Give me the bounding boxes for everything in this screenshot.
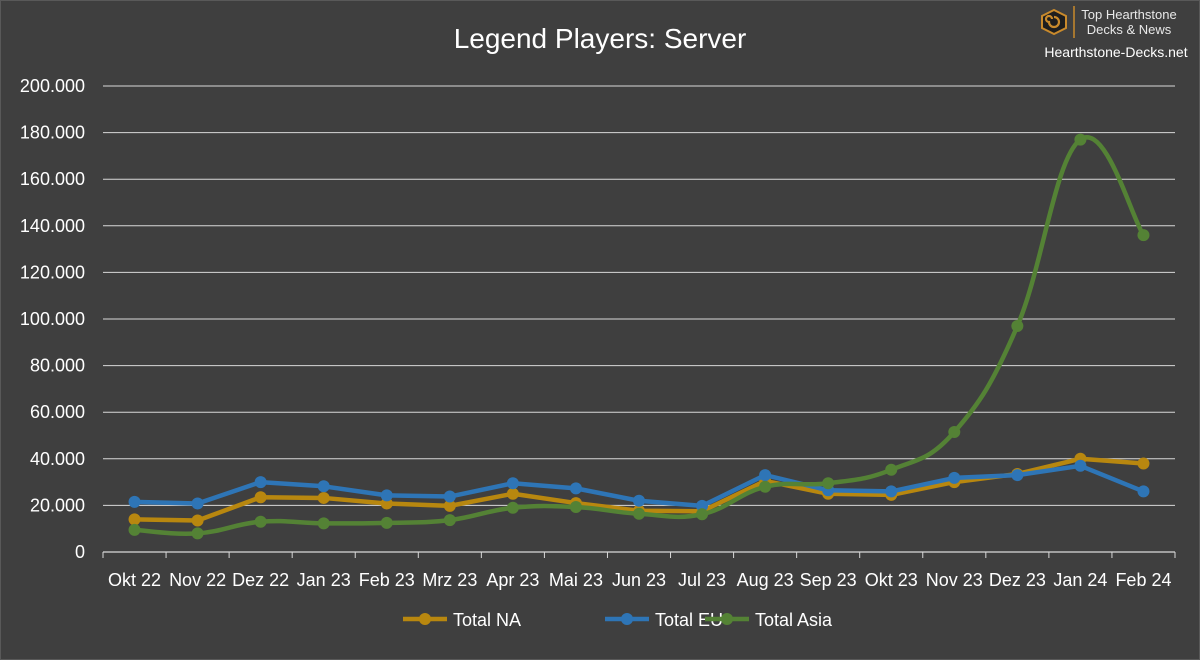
y-tick-label: 200.000 bbox=[20, 76, 85, 96]
hearthstone-logo-icon bbox=[1041, 8, 1067, 36]
y-tick-label: 160.000 bbox=[20, 169, 85, 189]
x-tick-label: Nov 23 bbox=[926, 570, 983, 590]
y-tick-label: 80.000 bbox=[30, 356, 85, 376]
legend-item-total-eu: Total EU bbox=[605, 610, 723, 630]
data-point-total-eu bbox=[948, 471, 961, 484]
y-tick-label: 0 bbox=[75, 542, 85, 562]
data-point-total-eu bbox=[506, 477, 519, 490]
data-point-total-asia bbox=[128, 523, 141, 536]
data-point-total-eu bbox=[633, 494, 645, 507]
data-point-total-asia bbox=[443, 514, 456, 527]
data-point-total-eu bbox=[254, 476, 267, 489]
series-total-asia bbox=[128, 133, 1150, 540]
y-tick-label: 120.000 bbox=[20, 262, 85, 282]
data-point-total-eu bbox=[1011, 469, 1024, 482]
data-point-total-na bbox=[128, 513, 141, 526]
legend-marker-total-eu bbox=[621, 613, 633, 625]
x-axis bbox=[102, 551, 1176, 558]
x-axis-tick-labels: Okt 22 Nov 22 Dez 22 Jan 23 Feb 23 Mrz 23 Apr … bbox=[108, 570, 1171, 590]
x-tick-label: Jul 23 bbox=[678, 570, 726, 590]
x-tick-label: Nov 22 bbox=[169, 570, 226, 590]
data-point-total-asia bbox=[191, 527, 204, 540]
data-point-total-eu bbox=[1137, 485, 1150, 498]
data-point-total-na bbox=[254, 491, 267, 504]
data-point-total-eu bbox=[696, 499, 709, 512]
data-point-total-asia bbox=[1011, 319, 1024, 332]
y-tick-label: 20.000 bbox=[30, 495, 85, 515]
y-tick-label: 180.000 bbox=[20, 123, 85, 143]
legend-item-total-na: Total NA bbox=[403, 610, 521, 630]
data-point-total-asia bbox=[380, 516, 393, 529]
data-point-total-asia bbox=[822, 477, 835, 490]
legend: Total NA Total EU Total Asia bbox=[403, 610, 833, 630]
x-tick-label: Jan 23 bbox=[297, 570, 351, 590]
y-tick-label: 100.000 bbox=[20, 309, 85, 329]
data-point-total-asia bbox=[1137, 229, 1150, 242]
data-point-total-asia bbox=[317, 517, 330, 530]
x-tick-label: Apr 23 bbox=[486, 570, 539, 590]
data-point-total-eu bbox=[885, 485, 898, 498]
data-point-total-na bbox=[1137, 457, 1150, 470]
y-tick-label: 60.000 bbox=[30, 402, 85, 422]
data-point-total-eu bbox=[128, 495, 141, 508]
data-point-total-na bbox=[317, 491, 330, 504]
series-total-eu bbox=[128, 459, 1150, 512]
chart-title: Legend Players: Server bbox=[454, 23, 747, 54]
x-tick-label: Feb 24 bbox=[1115, 570, 1171, 590]
legend-label-total-asia: Total Asia bbox=[755, 610, 833, 630]
x-tick-label: Dez 22 bbox=[232, 570, 289, 590]
data-point-total-asia bbox=[254, 515, 267, 528]
x-tick-label: Dez 23 bbox=[989, 570, 1046, 590]
x-tick-label: Jun 23 bbox=[612, 570, 666, 590]
data-point-total-asia bbox=[696, 508, 709, 521]
data-point-total-eu bbox=[317, 480, 330, 493]
data-point-total-eu bbox=[569, 482, 582, 495]
legend-marker-total-asia bbox=[721, 613, 733, 625]
x-tick-label: Jan 24 bbox=[1053, 570, 1107, 590]
data-point-total-asia bbox=[506, 501, 519, 514]
y-tick-label: 140.000 bbox=[20, 216, 85, 236]
brand-line1: Top Hearthstone bbox=[1081, 7, 1176, 22]
data-point-total-asia bbox=[633, 507, 645, 520]
x-tick-label: Sep 23 bbox=[800, 570, 857, 590]
data-point-total-na bbox=[443, 499, 456, 512]
x-tick-label: Aug 23 bbox=[737, 570, 794, 590]
gridlines bbox=[103, 85, 1175, 506]
y-tick-label: 40.000 bbox=[30, 449, 85, 469]
data-point-total-asia bbox=[948, 426, 961, 439]
legend-label-total-eu: Total EU bbox=[655, 610, 723, 630]
brand-site: Hearthstone-Decks.net bbox=[1044, 44, 1187, 60]
legend-label-total-na: Total NA bbox=[453, 610, 521, 630]
legend-marker-total-na bbox=[419, 613, 431, 625]
x-tick-label: Okt 22 bbox=[108, 570, 161, 590]
data-point-total-na bbox=[191, 514, 204, 527]
data-point-total-asia bbox=[569, 501, 582, 514]
x-tick-label: Okt 23 bbox=[865, 570, 918, 590]
x-tick-label: Mrz 23 bbox=[422, 570, 477, 590]
data-point-total-na bbox=[506, 487, 519, 500]
data-point-total-eu bbox=[443, 490, 456, 503]
data-point-total-eu bbox=[380, 489, 393, 502]
data-point-total-asia bbox=[1074, 133, 1087, 146]
data-point-total-eu bbox=[191, 497, 204, 510]
data-point-total-eu bbox=[1074, 459, 1087, 472]
data-point-total-asia bbox=[759, 480, 772, 493]
data-point-total-asia bbox=[885, 463, 898, 476]
x-tick-label: Feb 23 bbox=[359, 570, 415, 590]
legend-item-total-asia: Total Asia bbox=[705, 610, 833, 630]
y-axis-tick-labels: 0 20.000 40.000 60.000 80.000 100.000 120.000 1… bbox=[20, 76, 85, 562]
x-tick-label: Mai 23 bbox=[549, 570, 603, 590]
brand-watermark: Top Hearthstone Decks & News Hearthstone… bbox=[1041, 6, 1188, 60]
brand-line2: Decks & News bbox=[1087, 22, 1172, 37]
data-point-total-eu bbox=[759, 469, 772, 482]
series-lines bbox=[128, 133, 1150, 540]
